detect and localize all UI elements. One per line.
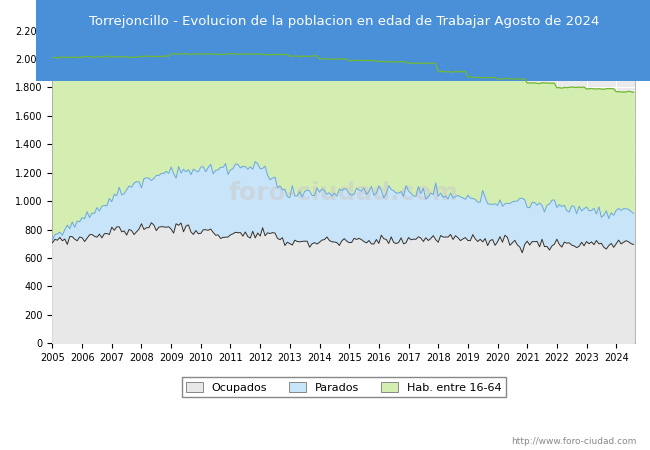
Legend: Ocupados, Parados, Hab. entre 16-64: Ocupados, Parados, Hab. entre 16-64 bbox=[181, 378, 506, 397]
Text: http://www.foro-ciudad.com: http://www.foro-ciudad.com bbox=[512, 436, 637, 446]
Title: Torrejoncillo - Evolucion de la poblacion en edad de Trabajar Agosto de 2024: Torrejoncillo - Evolucion de la poblacio… bbox=[88, 15, 599, 28]
Text: foro-ciudad.com: foro-ciudad.com bbox=[229, 181, 459, 205]
